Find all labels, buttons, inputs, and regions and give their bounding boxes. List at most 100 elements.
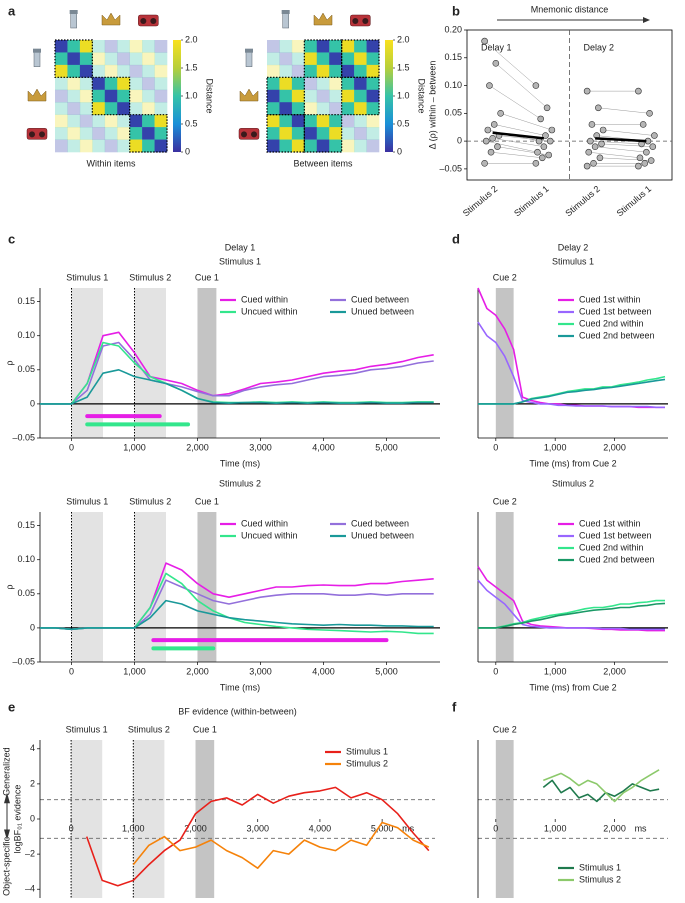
heatmap-cell <box>79 127 93 140</box>
data-point <box>590 160 597 167</box>
heatmap-cell <box>117 102 130 115</box>
heatmap-cell <box>329 52 342 66</box>
event-label: Cue 2 <box>493 496 517 506</box>
heatmap-cell <box>55 89 68 103</box>
legend-label: Unued between <box>351 530 414 540</box>
heatmap-cell <box>354 114 367 128</box>
lighthouse-icon <box>70 12 77 29</box>
heatmap-cell <box>354 40 367 53</box>
x-tick-label: 3,000 <box>246 823 269 833</box>
heatmap-cell <box>55 40 68 53</box>
series-line <box>478 378 666 405</box>
heatmap-cell <box>304 114 318 128</box>
pair-line <box>494 124 546 136</box>
heatmap-cell <box>117 77 130 91</box>
x-tick-label: 2,000 <box>186 442 209 452</box>
heatmap-cell <box>129 102 143 115</box>
colorbar-label: Distance <box>417 78 427 113</box>
legend-label: Cued 1st between <box>579 530 652 540</box>
heatmap-cell <box>117 64 130 78</box>
heatmap-cell <box>329 114 342 128</box>
event-shade <box>71 740 103 898</box>
data-point <box>651 132 658 139</box>
heatmap-cell <box>354 89 367 103</box>
event-label: Stimulus 1 <box>66 724 108 734</box>
x-tick-label: 1,000 <box>544 442 567 452</box>
arrow-head <box>643 17 650 23</box>
y-tick-label: 0.10 <box>444 80 462 90</box>
data-point <box>598 140 605 148</box>
event-label: Stimulus 2 <box>129 496 171 506</box>
colorbar-tick-label: 0 <box>185 146 190 156</box>
heatmap-cell <box>67 102 81 115</box>
x-axis-label: Within items <box>86 158 136 168</box>
chart-title: Stimulus 2 <box>552 478 594 488</box>
crown-icon <box>101 12 121 26</box>
x-tick-label: 0 <box>493 823 498 833</box>
data-point <box>489 135 496 142</box>
x-tick-label: 0 <box>493 442 498 452</box>
heatmap-cell <box>154 40 168 53</box>
colorbar-tick-label: 1.5 <box>397 62 410 72</box>
y-axis-label: logBF₀₁ evidence <box>12 785 22 854</box>
heatmap-cell <box>142 77 155 91</box>
x-tick-label: 2,000 <box>184 823 207 833</box>
heatmap-cell <box>55 77 68 91</box>
legend-label: Cued 2nd within <box>579 318 644 328</box>
pair-line <box>595 146 647 153</box>
pair-line <box>489 85 541 120</box>
y-tick-label: 0 <box>30 622 35 632</box>
heatmap-cell <box>92 114 106 128</box>
data-point <box>542 132 549 139</box>
x-tick-label: 4,000 <box>312 666 335 676</box>
data-point <box>646 110 653 117</box>
y-tick-label: 0.15 <box>444 52 462 62</box>
heatmap-cell <box>129 89 143 103</box>
legend-label: Uncued within <box>241 306 298 316</box>
y-tick-label: –0.05 <box>12 432 35 442</box>
heatmap-cell <box>267 89 280 103</box>
heatmap-cell <box>354 127 367 140</box>
event-shade <box>197 288 217 438</box>
radio-speaker <box>140 18 147 24</box>
y-tick-label: 0 <box>457 135 462 145</box>
data-point <box>641 160 649 167</box>
heatmap-cell <box>117 40 130 53</box>
event-label: Cue 1 <box>195 272 219 282</box>
x-tick-label: 3,000 <box>249 442 272 452</box>
group-label: Delay 2 <box>584 42 615 52</box>
heatmap-cell <box>354 64 367 78</box>
heatmap-cell <box>341 77 355 91</box>
heatmap-cell <box>55 102 68 115</box>
heatmap-cell <box>341 102 355 115</box>
heatmap-cell <box>329 89 342 103</box>
legend-label: Stimulus 1 <box>346 746 388 756</box>
heatmap-cell <box>92 139 106 153</box>
heatmap-cell <box>341 139 355 153</box>
pair-line <box>495 63 548 108</box>
block-outline <box>91 76 131 116</box>
data-point <box>490 121 498 128</box>
heatmap-cell <box>154 139 168 153</box>
data-point <box>537 115 544 123</box>
heatmap-cell <box>104 77 118 91</box>
heatmap-cell <box>366 64 380 78</box>
heatmap-cell <box>329 139 342 153</box>
x-tick-label: 2,000 <box>603 442 626 452</box>
pair-line <box>598 107 650 114</box>
x-tick-label: 5,000 <box>371 823 394 833</box>
x-tick-label: 1,000 <box>544 823 567 833</box>
colorbar-tick-label: 1.5 <box>185 62 198 72</box>
radio-speaker <box>39 131 45 138</box>
radio-speaker <box>362 18 369 24</box>
event-shade <box>495 288 514 438</box>
block-outline <box>341 76 380 116</box>
heatmap-cell <box>316 52 330 66</box>
heatmap-cell <box>366 89 380 103</box>
y-tick-label: 0.05 <box>17 588 35 598</box>
heatmap-cell <box>279 64 293 78</box>
y-axis-upper-label: Generalized <box>1 747 11 796</box>
x-tick-label: 4,000 <box>309 823 332 833</box>
heatmap-cell <box>279 89 293 103</box>
x-tick-label: 2,000 <box>186 666 209 676</box>
